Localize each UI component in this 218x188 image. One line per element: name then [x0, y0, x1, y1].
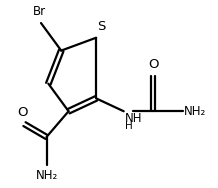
Text: NH₂: NH₂: [35, 169, 58, 182]
Text: S: S: [97, 20, 106, 33]
Text: O: O: [148, 58, 158, 71]
Text: NH₂: NH₂: [184, 105, 207, 118]
Text: H: H: [125, 121, 132, 131]
Text: Br: Br: [33, 5, 46, 17]
Text: NH: NH: [125, 112, 142, 125]
Text: O: O: [17, 106, 28, 119]
